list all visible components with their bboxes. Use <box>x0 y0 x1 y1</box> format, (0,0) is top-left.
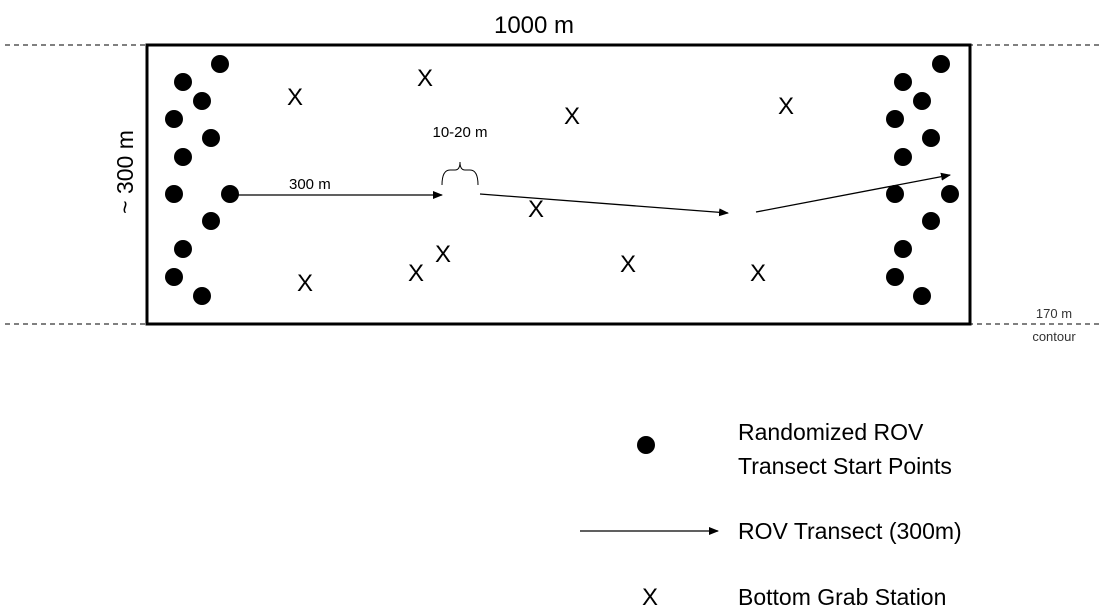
start-point <box>165 185 183 203</box>
grab-station-marker: X <box>528 196 544 223</box>
grab-station-marker: X <box>287 84 303 111</box>
start-point <box>932 55 950 73</box>
grab-station-marker: X <box>620 251 636 278</box>
transect-length-label: 300 m <box>289 176 331 193</box>
grab-station-marker: X <box>750 260 766 287</box>
start-point <box>922 129 940 147</box>
start-point <box>913 287 931 305</box>
start-point <box>174 148 192 166</box>
legend-start-points-line1: Randomized ROV <box>738 419 924 445</box>
start-point <box>193 92 211 110</box>
rov-transect-3 <box>755 172 951 213</box>
start-point <box>193 287 211 305</box>
grab-station-marker: X <box>297 270 313 297</box>
legend-grab-label: Bottom Grab Station <box>738 584 946 610</box>
contour-label-depth: 170 m <box>1036 306 1072 321</box>
start-point <box>165 110 183 128</box>
grab-station-marker: X <box>417 65 433 92</box>
legend-grab-symbol: X <box>642 584 658 610</box>
start-point <box>894 148 912 166</box>
study-area-box <box>145 43 972 326</box>
legend-start-point-symbol <box>637 436 655 454</box>
legend: Randomized ROV Transect Start Points ROV… <box>580 419 962 610</box>
start-point <box>202 212 220 230</box>
start-point <box>894 73 912 91</box>
legend-transect-label: ROV Transect (300m) <box>738 518 962 544</box>
contour-label-word: contour <box>1032 329 1076 344</box>
legend-start-points-line2: Transect Start Points <box>738 453 952 479</box>
start-point <box>886 185 904 203</box>
start-point <box>894 240 912 258</box>
start-point <box>165 268 183 286</box>
start-point <box>913 92 931 110</box>
grab-station-marker: X <box>408 260 424 287</box>
start-point <box>174 240 192 258</box>
start-point <box>174 73 192 91</box>
rov-transect-2 <box>479 193 729 217</box>
start-point <box>221 185 239 203</box>
grab-station-marker: X <box>564 103 580 130</box>
start-point <box>886 110 904 128</box>
gap-label: 10-20 m <box>432 124 487 141</box>
grab-station-marker: X <box>778 93 794 120</box>
width-label: 1000 m <box>494 12 574 39</box>
start-point <box>922 212 940 230</box>
start-point <box>941 185 959 203</box>
grab-station-marker: X <box>435 241 451 268</box>
start-point <box>202 129 220 147</box>
gap-brace <box>441 161 479 186</box>
start-point <box>211 55 229 73</box>
height-label: ~ 300 m <box>112 130 138 214</box>
start-point <box>886 268 904 286</box>
